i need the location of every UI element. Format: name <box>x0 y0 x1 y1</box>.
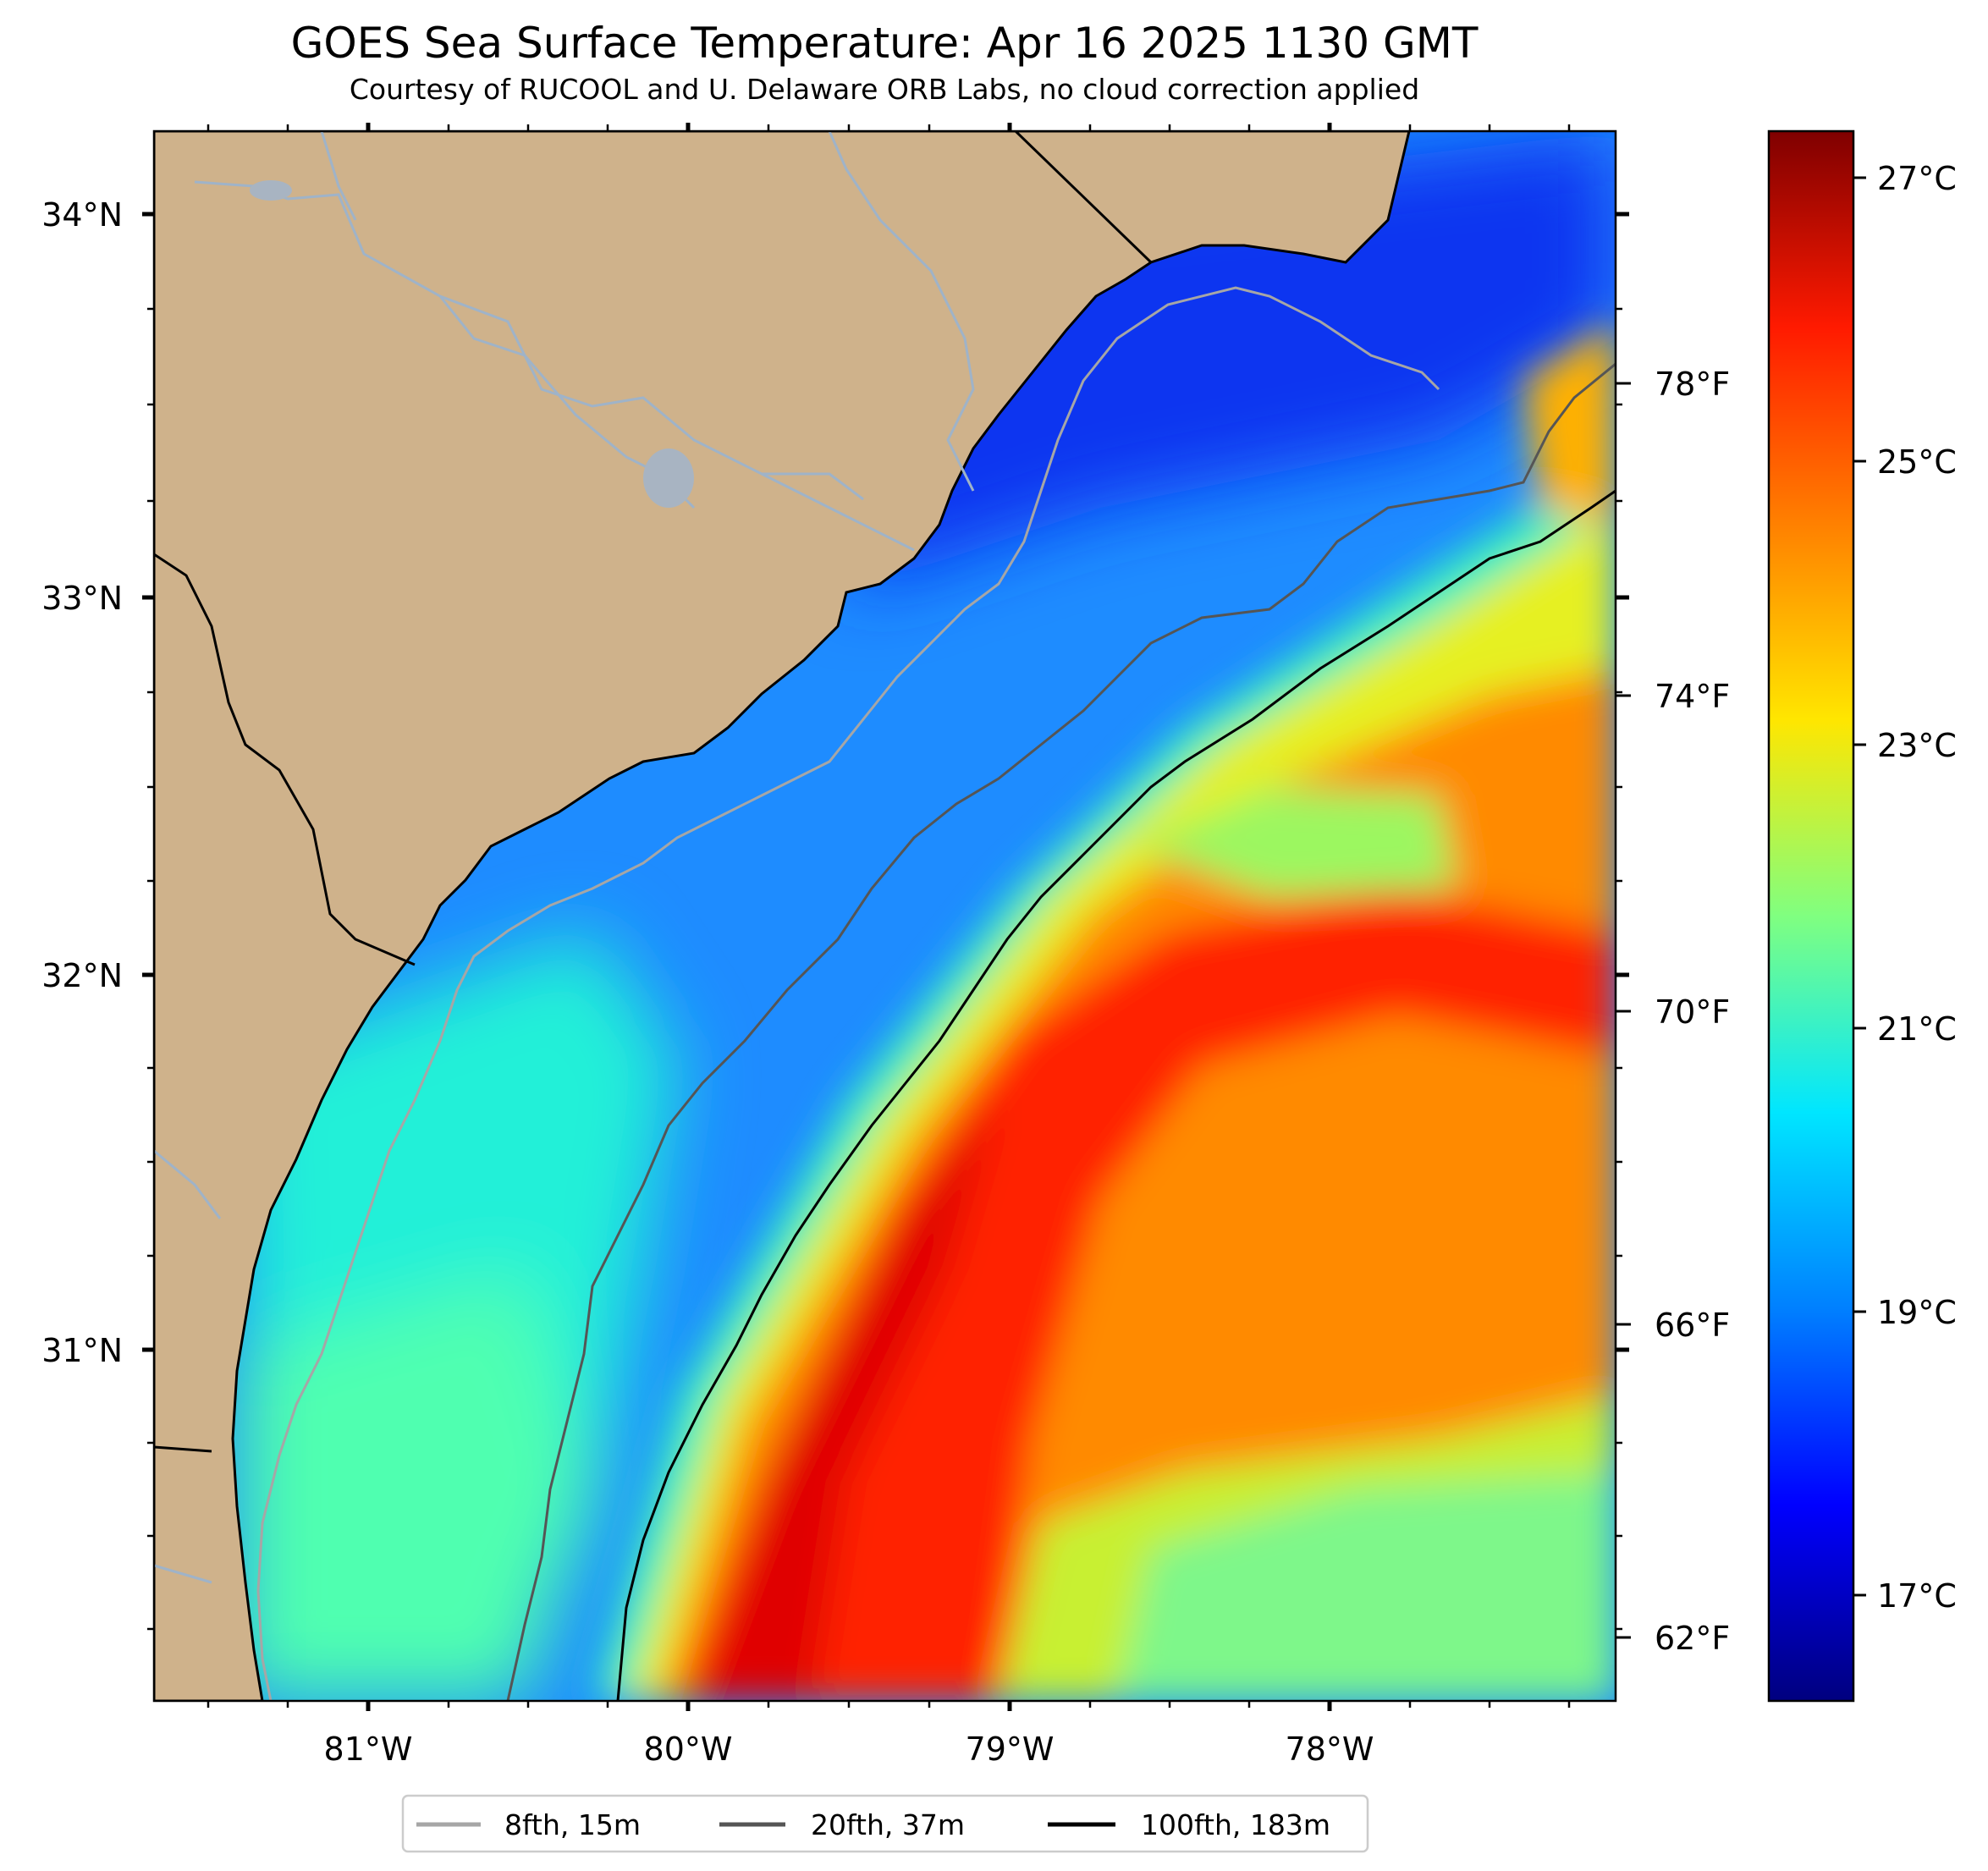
sst-shading <box>237 131 1616 1701</box>
isobath-8fth <box>256 286 1440 1701</box>
map-title: GOES Sea Surface Temperature: Apr 16 202… <box>290 19 1479 68</box>
fahrenheit-label-70: 70°F <box>1655 993 1730 1031</box>
fahrenheit-label-62: 62°F <box>1655 1620 1730 1657</box>
lon-label-80w: 80°W <box>644 1731 733 1768</box>
colorbar <box>1767 129 1855 1703</box>
legend-label-20fth: 20fth, 37m <box>811 1808 965 1841</box>
lat-label-34n: 34°N <box>41 196 123 234</box>
colorbar-ticks <box>1853 176 1866 1597</box>
minor-ticks <box>147 124 1622 1708</box>
state-borders <box>154 131 1153 1453</box>
gulf-stream-shading <box>592 322 1616 1701</box>
colorbar-label-27c: 27°C <box>1877 160 1957 197</box>
colorbar-label-19c: 19°C <box>1877 1294 1957 1331</box>
colorbar-label-25c: 25°C <box>1877 443 1957 481</box>
fahrenheit-label-66: 66°F <box>1655 1307 1730 1344</box>
major-ticks <box>142 123 1629 1711</box>
fahrenheit-label-78: 78°F <box>1655 366 1730 403</box>
lon-label-78w: 78°W <box>1286 1731 1374 1768</box>
lake <box>643 448 694 508</box>
map-panel <box>154 131 1616 1701</box>
colorbar-label-23c: 23°C <box>1877 727 1957 764</box>
isobath-100fth <box>616 489 1616 1701</box>
legend-box <box>401 1794 1369 1853</box>
lat-label-32n: 32°N <box>41 957 123 994</box>
lon-label-79w: 79°W <box>966 1731 1055 1768</box>
legend-label-100fth: 100fth, 183m <box>1141 1808 1330 1841</box>
land-mass <box>154 131 1411 1701</box>
lon-label-81w: 81°W <box>324 1731 413 1768</box>
isobath-20fth <box>506 362 1616 1701</box>
colorbar-label-17c: 17°C <box>1877 1577 1957 1615</box>
fahrenheit-ticks <box>1616 382 1631 1639</box>
fahrenheit-label-74: 74°F <box>1655 678 1730 715</box>
lat-label-33n: 33°N <box>41 580 123 617</box>
map-frame <box>152 129 1617 1703</box>
lake-north <box>250 180 292 201</box>
colorbar-label-21c: 21°C <box>1877 1010 1957 1048</box>
map-subtitle: Courtesy of RUCOOL and U. Delaware ORB L… <box>349 73 1420 106</box>
lat-label-31n: 31°N <box>41 1332 123 1369</box>
isobath-legend: 8fth, 15m 20fth, 37m 100fth, 183m <box>401 1794 1369 1853</box>
legend-label-8fth: 8fth, 15m <box>504 1808 641 1841</box>
